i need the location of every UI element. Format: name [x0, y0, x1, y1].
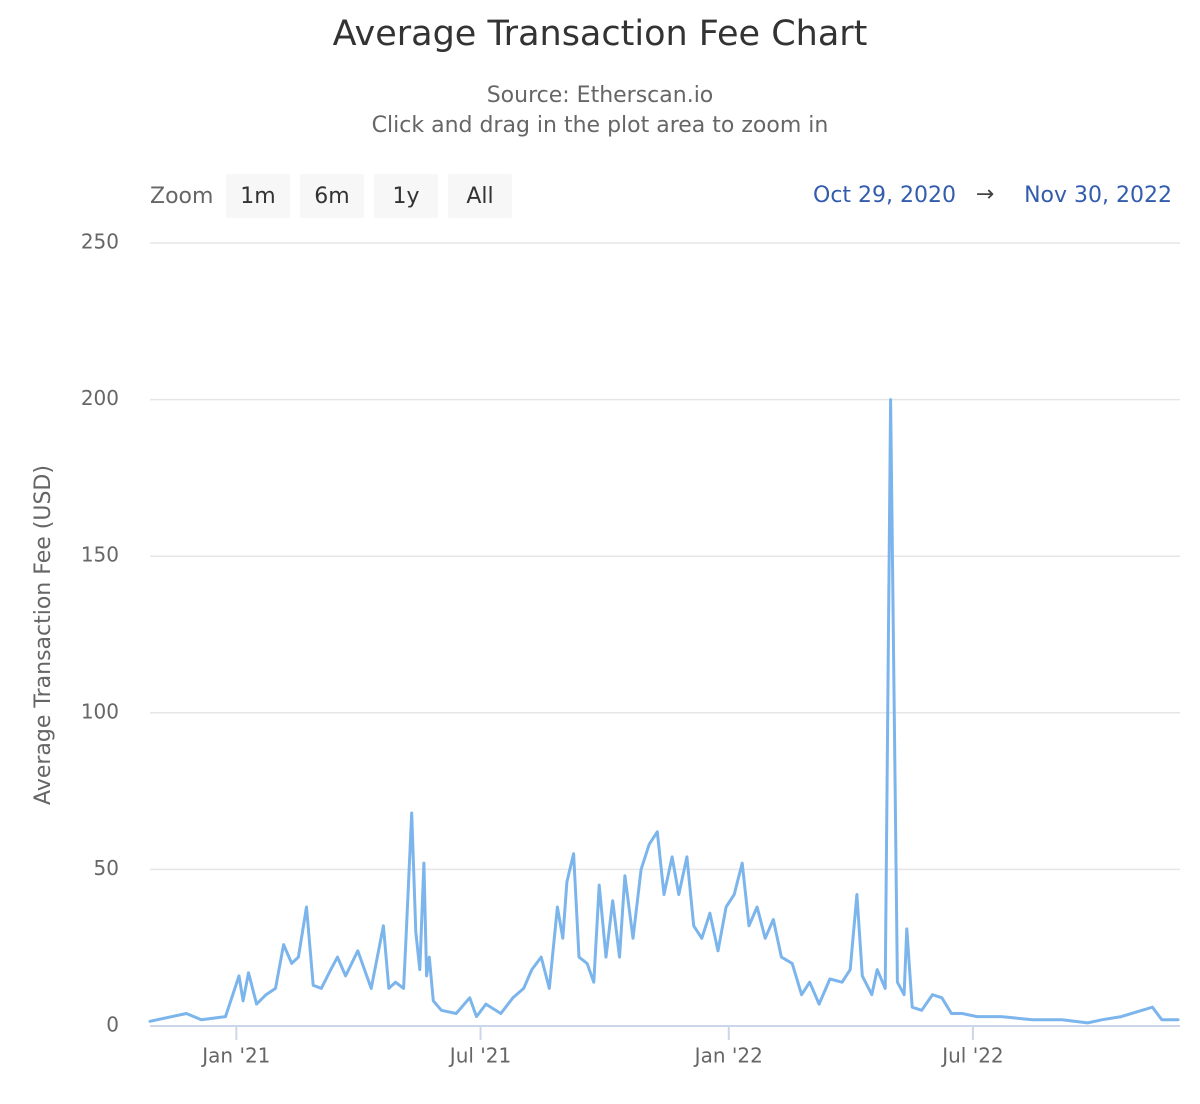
zoom-button[interactable] — [300, 174, 364, 218]
range-from[interactable]: Oct 29, 2020 — [813, 183, 956, 208]
range-arrow: → — [976, 182, 994, 207]
range-to[interactable]: Nov 30, 2022 — [1024, 183, 1172, 208]
zoom-button-label[interactable]: 6m — [314, 184, 349, 209]
zoom-button-label[interactable]: 1m — [240, 184, 275, 209]
chart-subtitle: Click and drag in the plot area to zoom … — [372, 113, 829, 138]
x-tick-label: Jul '22 — [940, 1044, 1003, 1068]
zoom-button[interactable] — [374, 174, 438, 218]
x-tick-label: Jan '21 — [200, 1044, 270, 1068]
x-tick-label: Jan '22 — [693, 1044, 763, 1068]
chart-subtitle: Source: Etherscan.io — [487, 83, 714, 108]
chart-title: Average Transaction Fee Chart — [333, 14, 868, 54]
zoom-button-label[interactable]: All — [466, 184, 493, 209]
y-tick-label: 250 — [81, 230, 119, 254]
y-tick-label: 50 — [94, 856, 119, 880]
zoom-button[interactable] — [448, 174, 512, 218]
zoom-label: Zoom — [150, 184, 213, 209]
y-axis-title: Average Transaction Fee (USD) — [31, 465, 56, 805]
data-line — [148, 398, 1180, 1025]
y-tick-label: 200 — [81, 386, 119, 410]
zoom-button[interactable] — [226, 174, 290, 218]
zoom-button-label[interactable]: 1y — [392, 184, 419, 209]
y-tick-label: 100 — [81, 699, 119, 723]
x-tick-label: Jul '21 — [448, 1044, 511, 1068]
y-tick-label: 0 — [106, 1013, 119, 1037]
y-tick-label: 150 — [81, 543, 119, 567]
